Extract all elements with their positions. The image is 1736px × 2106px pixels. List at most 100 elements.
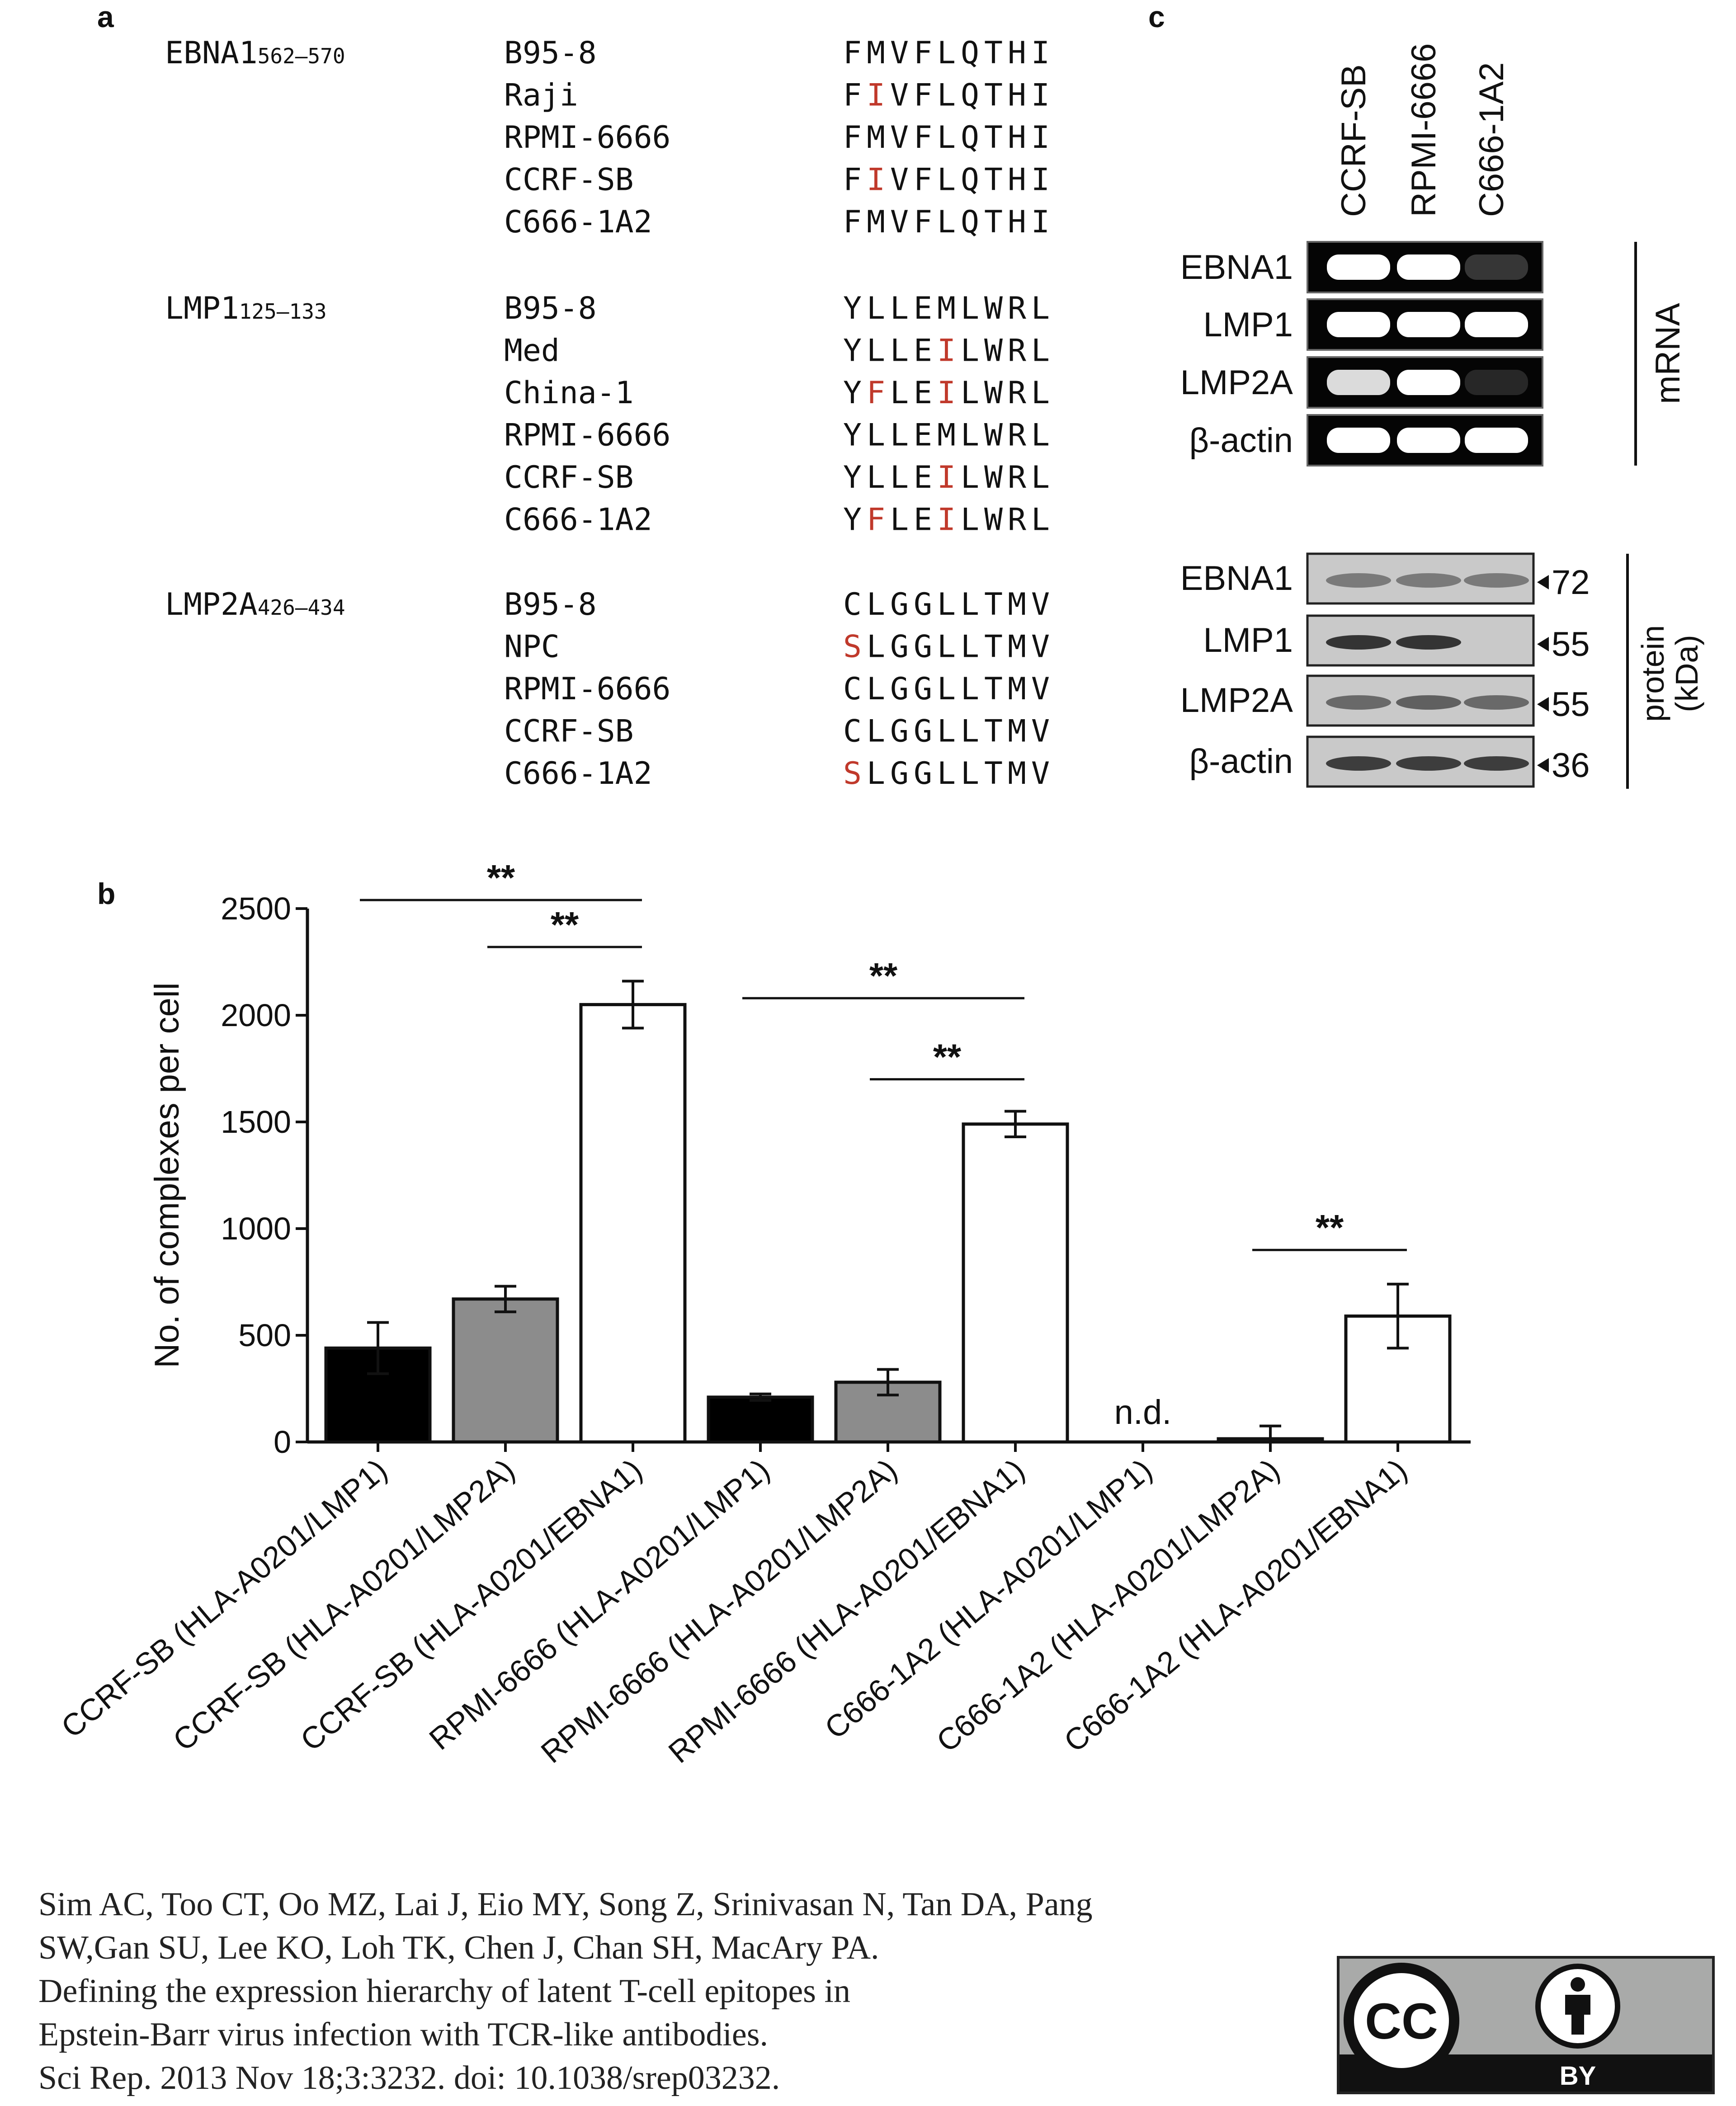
gel-band bbox=[1465, 312, 1528, 337]
mutated-residue: I bbox=[937, 375, 956, 411]
blot-row-label: EBNA1 bbox=[1180, 559, 1293, 598]
blot-band bbox=[1396, 695, 1461, 710]
epitope-name-text: LMP1 bbox=[165, 291, 239, 326]
gel-band bbox=[1465, 428, 1528, 453]
strain-name: C666-1A2 bbox=[504, 204, 652, 240]
mrna-label: mRNA bbox=[1649, 303, 1687, 404]
residue: T bbox=[984, 35, 1003, 71]
marker-arrow-icon bbox=[1537, 575, 1549, 589]
citation-block: Sim AC, Too CT, Oo MZ, Lai J, Eio MY, So… bbox=[38, 1883, 1349, 2100]
kda-marker: 55 bbox=[1552, 625, 1590, 664]
strain-name: RPMI-6666 bbox=[504, 671, 670, 707]
marker-arrow-icon bbox=[1537, 637, 1549, 651]
strain-name: C666-1A2 bbox=[504, 502, 652, 538]
residue: V bbox=[890, 78, 909, 113]
epitope-name: EBNA1562–570 bbox=[165, 35, 345, 71]
y-tick-label: 0 bbox=[274, 1424, 291, 1460]
significance-marker: ** bbox=[487, 857, 515, 898]
strain-name: B95-8 bbox=[504, 35, 597, 71]
gel-band bbox=[1397, 370, 1460, 395]
residue: T bbox=[984, 756, 1003, 792]
residue: L bbox=[961, 587, 979, 622]
mutated-residue: I bbox=[867, 78, 885, 113]
strain-name: B95-8 bbox=[504, 587, 597, 622]
blot-row-label: β-actin bbox=[1189, 742, 1293, 781]
residue: G bbox=[914, 629, 932, 665]
kda-unit-label: (kDa) bbox=[1669, 635, 1704, 712]
marker-arrow-icon bbox=[1537, 697, 1549, 711]
residue: C bbox=[843, 671, 862, 707]
bar bbox=[452, 1297, 559, 1444]
kda-marker: 36 bbox=[1552, 746, 1590, 785]
residue: T bbox=[984, 587, 1003, 622]
gel-blot-panel: CCRF-SB RPMI-6666 C666-1A2 EBNA1 LMP1 LMP2A β-… bbox=[1180, 43, 1704, 789]
residue: E bbox=[914, 291, 932, 326]
blot-row-label: LMP1 bbox=[1203, 621, 1293, 660]
residue: Y bbox=[843, 460, 862, 495]
cc-by-license-badge: CC BY bbox=[1337, 1956, 1715, 2094]
gel-band bbox=[1327, 312, 1390, 337]
y-tick-label: 1500 bbox=[221, 1104, 291, 1140]
residue: G bbox=[890, 629, 909, 665]
residue: V bbox=[890, 35, 909, 71]
attribution-icon-body bbox=[1565, 1995, 1590, 2035]
residue: L bbox=[937, 162, 956, 198]
panel-b-label: b bbox=[97, 877, 115, 910]
residue: T bbox=[984, 162, 1003, 198]
residue: Q bbox=[961, 162, 979, 198]
residue: G bbox=[914, 671, 932, 707]
kda-marker: 72 bbox=[1552, 563, 1590, 602]
residue: M bbox=[1008, 587, 1026, 622]
residue: L bbox=[867, 418, 885, 453]
cc-text: CC bbox=[1365, 1993, 1438, 2049]
not-detected-annotation: n.d. bbox=[1114, 1393, 1172, 1432]
residue: I bbox=[1031, 204, 1050, 240]
blot-row-label: LMP2A bbox=[1180, 681, 1293, 720]
citation-line: Sci Rep. 2013 Nov 18;3:3232. doi: 10.103… bbox=[38, 2059, 780, 2097]
residue: H bbox=[1008, 204, 1026, 240]
residue: M bbox=[937, 418, 956, 453]
residue: Y bbox=[843, 375, 862, 411]
residue: V bbox=[1031, 587, 1050, 622]
residue: R bbox=[1008, 291, 1026, 326]
residue: W bbox=[984, 375, 1003, 411]
residue: L bbox=[961, 460, 979, 495]
residue: M bbox=[867, 204, 885, 240]
residue: L bbox=[961, 418, 979, 453]
significance-marker: ** bbox=[1316, 1207, 1344, 1248]
residue: F bbox=[843, 162, 862, 198]
residue: W bbox=[984, 333, 1003, 369]
mutated-residue: I bbox=[937, 502, 956, 538]
residue: L bbox=[890, 418, 909, 453]
y-tick-label: 1000 bbox=[221, 1211, 291, 1246]
panel-c-label: c bbox=[1148, 0, 1165, 33]
residue: L bbox=[937, 35, 956, 71]
residue: L bbox=[867, 714, 885, 749]
residue: Y bbox=[843, 418, 862, 453]
residue: W bbox=[984, 291, 1003, 326]
residue: T bbox=[984, 204, 1003, 240]
y-tick-label: 2000 bbox=[221, 998, 291, 1033]
residue: E bbox=[914, 502, 932, 538]
residue: F bbox=[843, 78, 862, 113]
residue: L bbox=[1031, 291, 1050, 326]
residue: L bbox=[890, 291, 909, 326]
residue: L bbox=[867, 460, 885, 495]
residue: Q bbox=[961, 120, 979, 155]
blot-band bbox=[1326, 695, 1391, 710]
residue: L bbox=[937, 671, 956, 707]
blot-band bbox=[1464, 695, 1529, 710]
bar bbox=[962, 1122, 1069, 1444]
residue: L bbox=[867, 756, 885, 792]
significance-marker: ** bbox=[933, 1037, 962, 1077]
mutated-residue: F bbox=[867, 375, 885, 411]
